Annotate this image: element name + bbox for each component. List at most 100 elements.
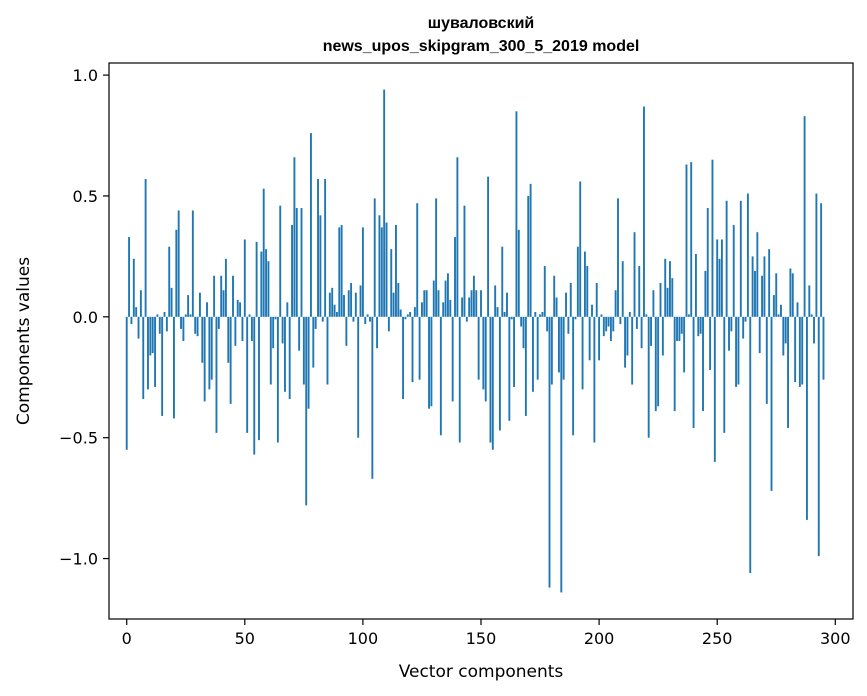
bar [579,181,582,317]
bar [206,302,208,317]
bar [569,282,572,317]
bar [385,222,388,317]
bar [335,311,338,317]
bar [279,205,282,317]
bar [135,307,138,317]
bar [633,232,636,317]
bar [737,316,740,385]
bar [137,316,140,339]
bar [777,314,780,317]
bar [255,241,258,317]
bar [536,316,539,380]
bar [380,227,383,317]
bar [250,316,253,341]
bar [687,314,690,317]
bar [326,316,329,385]
bar [175,229,178,317]
bar [406,314,409,317]
bar [685,164,688,317]
bar [248,314,251,317]
bar [154,316,156,387]
bar [654,316,657,412]
bar [482,316,485,390]
x-tick-label: 200 [584,629,615,648]
bar [317,179,319,317]
bar [543,266,546,317]
bar [305,316,308,506]
bar [775,273,778,317]
bar [397,282,400,317]
bar [189,314,192,317]
bar [815,193,818,317]
bar [286,302,289,317]
bar [222,290,225,317]
bar [196,316,199,337]
bar [343,295,345,317]
bar [298,316,301,351]
bar [605,316,608,332]
bar [463,205,466,317]
bar [194,316,197,334]
bar [213,275,216,317]
bar [184,314,187,317]
bar [151,316,154,354]
bar [650,316,652,346]
bar [796,302,799,317]
bar [617,198,619,317]
bar [581,316,584,390]
bar [567,316,570,334]
bar [598,316,601,361]
bar [723,316,726,433]
bar [291,224,293,317]
x-tick-label: 0 [122,629,132,648]
bar [517,229,520,317]
bar [364,316,367,325]
bar [399,309,402,317]
bar [586,266,589,317]
bar [558,316,560,373]
bar [307,316,310,409]
bar [699,316,702,334]
bar [600,314,603,317]
bar [583,251,586,317]
bar [295,208,298,317]
bar [333,304,336,317]
bar [697,316,700,337]
bar [227,316,230,363]
bar [491,316,494,450]
y-axis-ticks: −1.0 −0.5 0.0 0.5 1.0 [59,66,109,569]
bar [572,316,575,436]
bar [480,290,482,317]
bar [749,316,752,574]
bar [149,316,152,356]
bar [754,270,756,317]
bar [735,316,738,387]
bar [520,316,523,327]
bar [794,316,797,383]
bar [392,292,395,317]
bar [328,292,331,317]
bar [269,316,272,385]
bar [652,290,655,317]
bar [198,292,201,317]
bar [147,316,149,390]
bar [553,275,556,317]
bar [713,316,716,462]
bar [645,314,648,317]
bar [683,316,686,373]
bar [694,253,697,317]
bar [319,215,322,317]
bar [170,287,173,317]
bar [260,251,263,317]
bar [532,316,534,392]
bar [376,316,379,349]
bar [324,179,327,317]
bar [614,290,617,317]
bar [456,157,459,317]
bar [139,290,142,317]
bar [210,316,213,380]
bar [484,316,487,402]
bar [395,224,397,317]
bar [446,273,449,317]
bar [258,316,260,441]
